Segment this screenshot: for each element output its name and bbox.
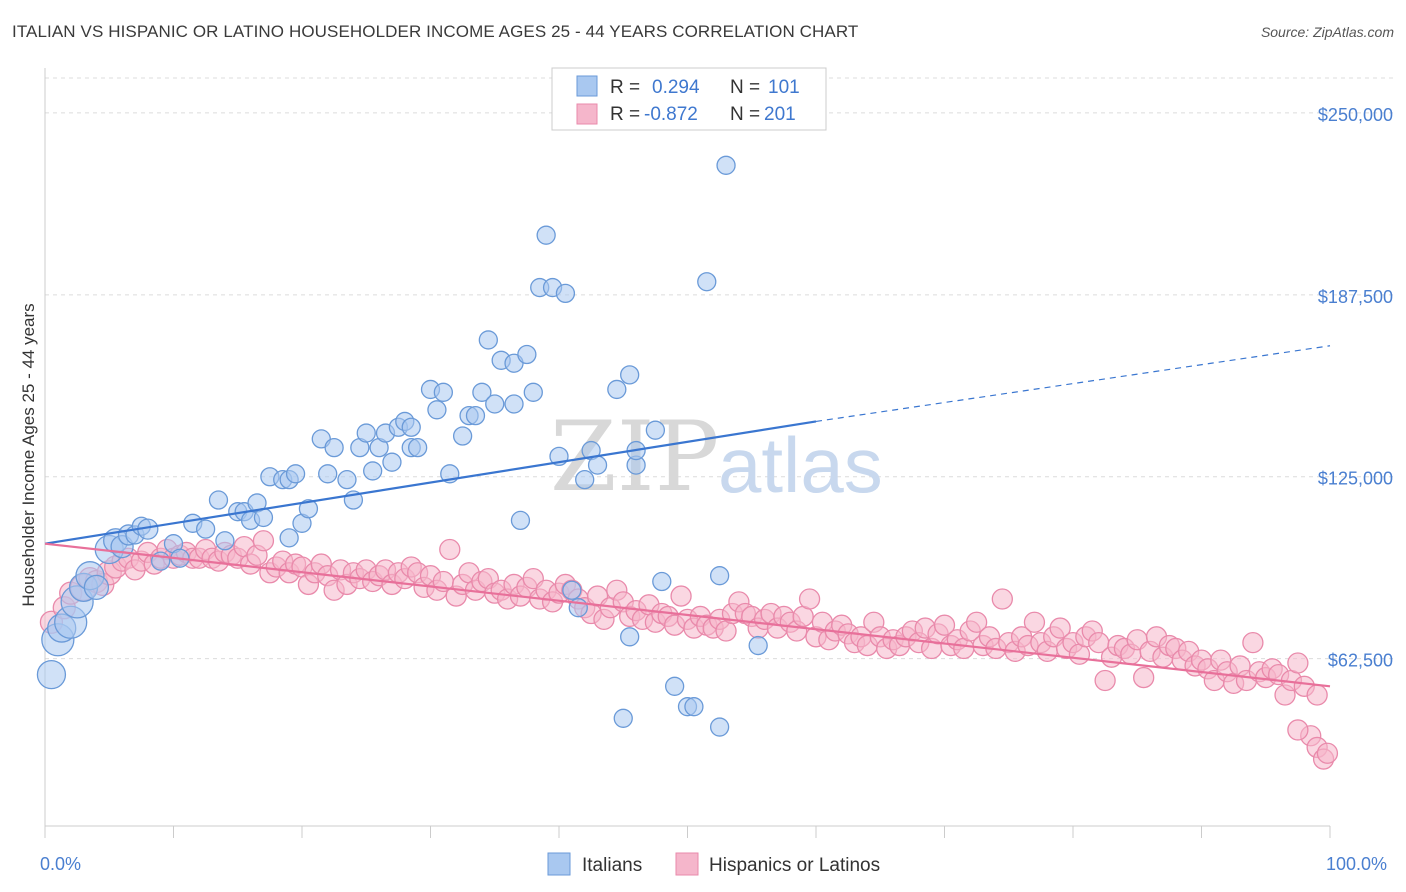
legend-swatch-italians bbox=[576, 75, 598, 97]
italian-point bbox=[555, 283, 576, 304]
italian-point bbox=[575, 469, 595, 490]
y-tick-label: $250,000 bbox=[1318, 105, 1393, 125]
hispanic-trend-line bbox=[44, 542, 1331, 688]
italian-point bbox=[208, 490, 229, 510]
italian-point bbox=[748, 635, 768, 656]
italian-point bbox=[298, 499, 319, 519]
italian-point bbox=[620, 627, 640, 647]
y-tick-label: $125,000 bbox=[1318, 469, 1393, 489]
y-axis-ticks: $62,500 $125,000 $187,500 $250,000 bbox=[1318, 105, 1393, 671]
bottom-legend-swatch-hispanic bbox=[675, 852, 699, 876]
italian-point bbox=[523, 382, 543, 402]
italian-point bbox=[652, 571, 672, 592]
hispanic-point bbox=[439, 538, 461, 561]
watermark-atlas: atlas bbox=[718, 421, 883, 509]
italian-point bbox=[517, 344, 537, 365]
italian-point bbox=[607, 379, 627, 400]
italian-point bbox=[215, 531, 235, 551]
italian-point bbox=[285, 464, 306, 484]
correlation-legend: R = 0.294 N = 101 R = -0.872 N = 201 bbox=[551, 67, 827, 131]
hispanic-point bbox=[1287, 652, 1309, 674]
bottom-legend-label-italians: Italians bbox=[582, 855, 642, 876]
italian-point bbox=[504, 394, 524, 414]
italian-point bbox=[427, 400, 447, 420]
series-legend: Italians Hispanics or Latinos bbox=[547, 852, 880, 876]
legend-n-label-hispanic: N = bbox=[730, 104, 760, 125]
italian-point bbox=[620, 365, 640, 385]
x-tick-label-min: 0.0% bbox=[40, 854, 81, 874]
hispanic-point bbox=[1287, 719, 1309, 741]
legend-n-value-italians: 101 bbox=[768, 77, 800, 98]
italian-point bbox=[645, 420, 666, 440]
italian-point bbox=[478, 330, 498, 350]
hispanic-point bbox=[1242, 631, 1264, 654]
italian-point bbox=[253, 507, 274, 528]
italian-point bbox=[536, 225, 556, 245]
hispanic-point bbox=[1316, 742, 1339, 764]
italian-point bbox=[356, 423, 376, 443]
italian-point bbox=[465, 405, 486, 426]
y-tick-label: $62,500 bbox=[1328, 651, 1393, 671]
legend-r-label-hispanic: R = bbox=[610, 104, 640, 125]
italian-points bbox=[36, 155, 768, 737]
legend-r-value-italians: 0.294 bbox=[652, 77, 700, 98]
hispanic-point bbox=[798, 588, 821, 610]
italian-point bbox=[697, 272, 717, 292]
italians-trend-line bbox=[44, 420, 817, 545]
hispanic-points bbox=[39, 530, 1339, 770]
italian-point bbox=[382, 452, 402, 472]
italian-point bbox=[36, 660, 67, 690]
italian-point bbox=[665, 676, 685, 696]
bottom-legend-label-hispanic: Hispanics or Latinos bbox=[709, 855, 880, 876]
italian-point bbox=[510, 510, 531, 531]
italian-point bbox=[562, 580, 582, 600]
legend-box bbox=[551, 67, 827, 131]
italian-point bbox=[83, 574, 110, 600]
y-tick-label: $187,500 bbox=[1318, 287, 1393, 307]
hispanic-point bbox=[670, 585, 692, 607]
hispanic-point bbox=[252, 530, 275, 552]
hispanic-point bbox=[1306, 684, 1328, 706]
italian-point bbox=[452, 426, 473, 446]
italian-point bbox=[318, 464, 338, 484]
hispanic-point bbox=[1094, 669, 1116, 692]
italian-point bbox=[485, 394, 505, 414]
hispanic-point bbox=[965, 611, 988, 633]
axes bbox=[44, 68, 1331, 838]
chart-title: ITALIAN VS HISPANIC OR LATINO HOUSEHOLDE… bbox=[12, 22, 859, 41]
legend-swatch-hispanic bbox=[576, 103, 598, 125]
bottom-legend-swatch-italians bbox=[547, 852, 571, 876]
italians-trend-extension bbox=[815, 345, 1331, 423]
italian-point bbox=[709, 566, 730, 586]
italian-point bbox=[716, 155, 736, 175]
italian-point bbox=[195, 519, 216, 539]
italian-point bbox=[324, 437, 344, 458]
watermark: ZIP atlas bbox=[550, 401, 883, 513]
source-label: Source: ZipAtlas.com bbox=[1260, 24, 1394, 40]
legend-r-value-hispanic: -0.872 bbox=[644, 104, 698, 125]
trend-lines bbox=[44, 345, 1331, 688]
legend-n-value-hispanic: 201 bbox=[764, 104, 796, 125]
legend-n-label-italians: N = bbox=[730, 77, 760, 98]
x-tick-label-max: 100.0% bbox=[1326, 854, 1387, 874]
italian-point bbox=[587, 455, 608, 475]
italian-point bbox=[613, 708, 633, 728]
italian-point bbox=[279, 528, 299, 548]
hispanic-point bbox=[991, 588, 1013, 610]
hispanic-point bbox=[933, 614, 956, 636]
italian-point bbox=[472, 382, 492, 402]
italian-point bbox=[401, 417, 421, 437]
italian-point bbox=[407, 437, 428, 458]
y-axis-label: Householder Income Ages 25 - 44 years bbox=[19, 303, 38, 606]
hispanic-point bbox=[1049, 617, 1071, 639]
hispanic-point bbox=[1133, 666, 1155, 689]
hispanic-point bbox=[1023, 611, 1046, 633]
italian-point bbox=[337, 469, 357, 490]
legend-r-label-italians: R = bbox=[610, 77, 640, 98]
italian-point bbox=[709, 717, 730, 737]
italian-point bbox=[363, 461, 383, 481]
italian-point bbox=[433, 382, 454, 402]
italian-point bbox=[684, 697, 704, 717]
